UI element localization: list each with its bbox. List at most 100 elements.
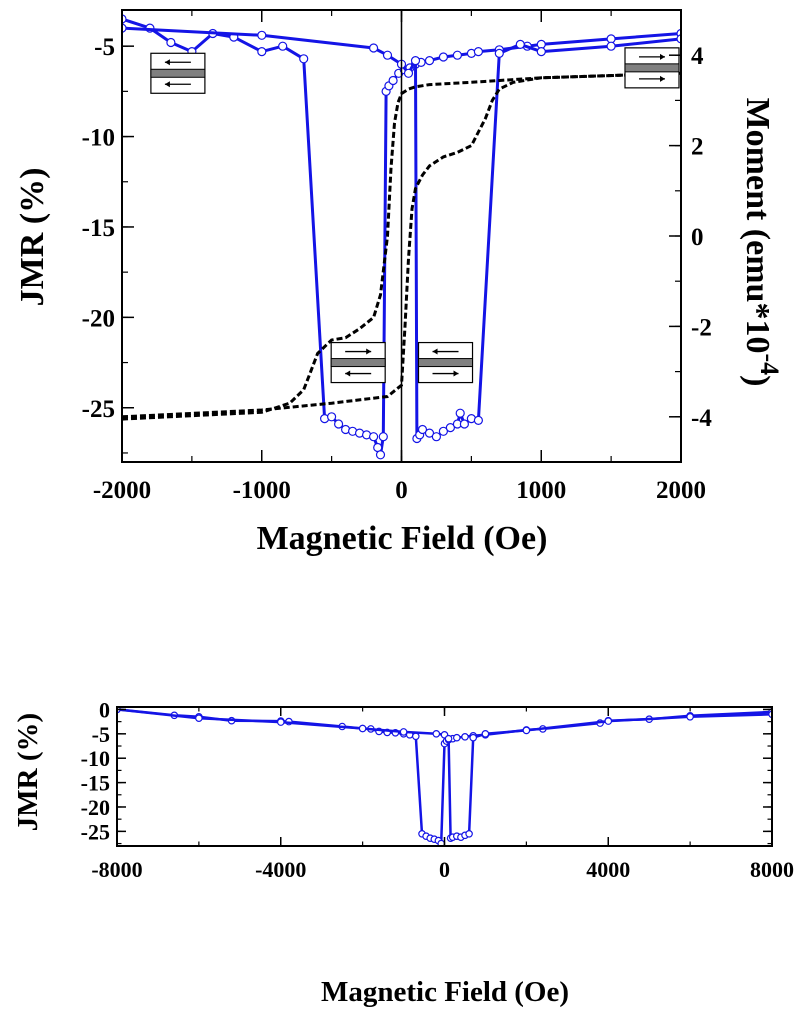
arrow-head-icon — [432, 348, 438, 355]
y-tick-label: -5 — [92, 722, 110, 747]
jmr-data-point — [257, 30, 267, 40]
top-right-y-axis-title-main: Moment (emu*10 — [739, 98, 776, 354]
arrow-head-icon — [366, 348, 372, 355]
jmr-data-point — [686, 712, 694, 721]
magnetization-state-icon — [417, 341, 474, 384]
y-tick-label: -5 — [94, 34, 115, 61]
jmr-data-point — [166, 37, 176, 48]
top-right-y-axis-ticks: 4 2 0 -2 -4 — [669, 9, 712, 463]
jmr-data-point — [536, 46, 546, 57]
x-tick-label: 8000 — [750, 857, 794, 882]
jmr-data-point — [438, 52, 448, 62]
y-tick-label: -15 — [82, 215, 115, 242]
jmr-data-point — [358, 724, 367, 733]
jmr-data-point — [410, 55, 421, 66]
jmr-data-point — [382, 50, 393, 60]
jmr-data-point — [473, 46, 483, 57]
top-right-y-axis-title: Moment (emu*10-4) — [739, 98, 785, 387]
y-tick-label: -10 — [82, 125, 115, 152]
jmr-data-point — [604, 717, 613, 725]
jmr-data-point — [334, 419, 344, 429]
jmr-curve-1 — [117, 708, 772, 845]
bottom-x-axis-ticks: -8000 -4000 0 4000 8000 — [91, 707, 794, 882]
x-tick-label: -2000 — [93, 477, 151, 504]
jmr-data-point — [299, 54, 309, 64]
x-tick-label: 2000 — [656, 477, 706, 504]
jmr-data-point — [469, 733, 478, 742]
top-y-axis-ticks: -5 -10 -15 -20 -25 — [82, 34, 134, 454]
jmr-data-point — [257, 46, 267, 57]
jmr-data-point — [431, 432, 441, 442]
jmr-data-point — [494, 48, 504, 59]
y2-tick-label: 2 — [691, 134, 704, 161]
jmr-data-point — [276, 718, 285, 726]
jmr-data-point — [522, 726, 531, 735]
y-tick-label: -25 — [82, 396, 115, 423]
top-right-y-axis-title-exponent: -4 — [756, 353, 785, 375]
jmr-data-point — [369, 43, 379, 53]
jmr-data-point — [369, 432, 379, 442]
top-y-axis-title: JMR (%) — [14, 168, 51, 307]
y2-tick-label: -4 — [691, 405, 712, 432]
top-magnetization-state-icons — [150, 47, 680, 384]
y2-tick-label: 0 — [691, 224, 704, 251]
bottom-plot-data — [117, 707, 772, 846]
x-tick-label: -8000 — [91, 857, 142, 882]
y-tick-label: -15 — [81, 771, 110, 796]
arrow-head-icon — [164, 59, 170, 66]
barrier-layer — [330, 358, 386, 368]
moment-curve-3 — [122, 71, 681, 421]
jmr-data-point — [195, 714, 203, 723]
jmr-data-point — [438, 426, 448, 436]
top-plot-data — [122, 14, 681, 460]
jmr-data-point — [445, 423, 455, 433]
bottom-y-axis-title: JMR (%) — [12, 713, 44, 831]
top-right-y-axis-title-end: ) — [739, 375, 776, 386]
x-tick-label: 0 — [439, 857, 450, 882]
plot-series-group — [122, 14, 681, 460]
plot-series-group — [117, 707, 772, 846]
x-tick-label: -4000 — [255, 857, 306, 882]
arrow-head-icon — [660, 75, 665, 82]
jmr-data-point — [473, 415, 483, 425]
barrier-layer — [624, 63, 680, 73]
jmr-data-point — [459, 419, 469, 429]
jmr-data-point — [388, 75, 398, 86]
jmr-data-point — [481, 729, 490, 738]
magnetization-state-icon — [624, 47, 680, 89]
jmr-data-point — [465, 829, 473, 838]
moment-curve-4 — [122, 71, 681, 419]
jmr-data-point — [432, 729, 441, 738]
y-tick-label: -25 — [81, 819, 110, 844]
y-tick-label: 0 — [99, 697, 110, 722]
jmr-data-point — [399, 728, 408, 736]
x-tick-label: -1000 — [233, 477, 291, 504]
jmr-data-point — [461, 732, 469, 741]
jmr-data-point — [444, 734, 453, 743]
y-tick-label: -20 — [81, 795, 110, 820]
jmr-data-point — [327, 412, 337, 422]
arrow-head-icon — [345, 370, 351, 377]
barrier-layer — [418, 358, 474, 368]
y2-tick-label: 4 — [691, 43, 704, 70]
jmr-data-point — [424, 55, 435, 66]
jmr-data-point — [606, 41, 616, 51]
bottom-y-axis-ticks: 0-5-10-15-20-25 — [81, 697, 772, 844]
bottom-jmr-chart: -8000 -4000 0 4000 8000 0-5-10-15-20-25 Magn… — [12, 697, 794, 1008]
jmr-data-point — [411, 732, 420, 741]
top-jmr-moment-chart: -2000 -1000 0 1000 2000 -5-10-15-20-25 420-2… — [14, 9, 785, 557]
jmr-data-point — [515, 39, 525, 50]
jmr-data-point — [452, 50, 462, 60]
top-x-axis-title: Magnetic Field (Oe) — [257, 520, 548, 557]
bottom-x-axis-title: Magnetic Field (Oe) — [321, 976, 569, 1008]
jmr-data-point — [278, 41, 288, 51]
jmr-data-point — [452, 733, 461, 742]
jmr-data-point — [378, 432, 388, 442]
y-tick-label: -20 — [82, 305, 115, 332]
top-x-axis-ticks: -2000 -1000 0 1000 2000 — [93, 10, 706, 504]
jmr-data-point — [417, 424, 428, 435]
x-tick-label: 4000 — [586, 857, 630, 882]
y-tick-label: -10 — [81, 746, 110, 771]
jmr-data-point — [455, 408, 465, 418]
